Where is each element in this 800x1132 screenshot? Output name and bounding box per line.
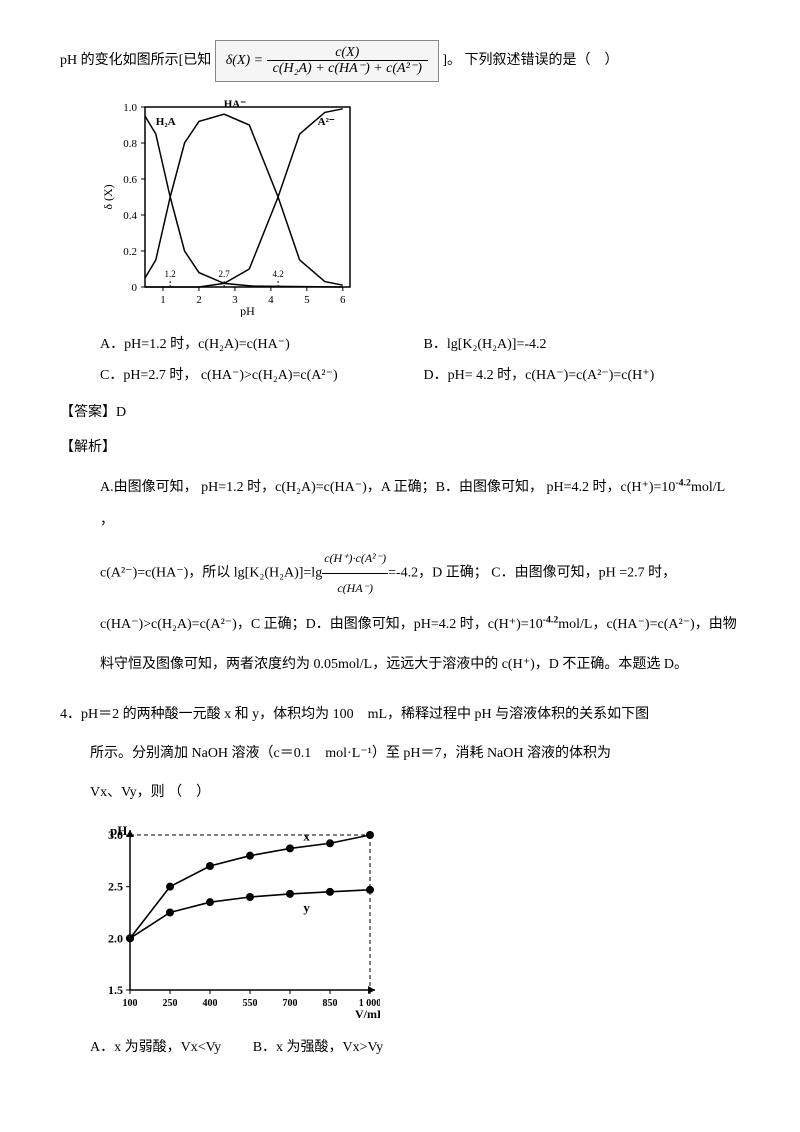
- svg-text:2.7: 2.7: [218, 269, 230, 279]
- option-b: B．lg[K₂(H₂A)]=-4.2: [424, 337, 547, 352]
- svg-text:y: y: [303, 900, 310, 915]
- svg-text:700: 700: [283, 998, 298, 1009]
- q3-chart: 0 0.2 0.4 0.6 0.8 1.0 1 2 3 4 5 6 1.2 2.7 4.2 H₂A HA⁻ A²⁻…: [100, 97, 740, 317]
- svg-text:3: 3: [232, 294, 238, 306]
- svg-text:δ (X): δ (X): [101, 184, 115, 209]
- q4-l1: pH＝2 的两种酸一元酸 x 和 y，体积均为 100 mL，稀释过程中 pH …: [81, 707, 649, 722]
- answer-label: 【答案】: [60, 405, 116, 420]
- formula-den: c(H₂A) + c(HA⁻) + c(A²⁻): [267, 61, 428, 76]
- q3-intro-after: ]。 下列叙述错误的是（ ）: [442, 53, 618, 68]
- q4-option-b: B．x 为强酸，Vx>Vy: [253, 1040, 383, 1055]
- svg-text:0.2: 0.2: [123, 246, 137, 258]
- option-d: D．pH= 4.2 时，c(HA⁻)=c(A²⁻)=c(H⁺): [424, 368, 655, 383]
- q4-block: 4．pH＝2 的两种酸一元酸 x 和 y，体积均为 100 mL，稀释过程中 p…: [60, 702, 740, 1061]
- svg-text:4: 4: [268, 294, 274, 306]
- svg-text:550: 550: [243, 998, 258, 1009]
- ana-frac-num: c(H⁺)·c(A²⁻): [322, 544, 388, 574]
- q3-stem: pH 的变化如图所示[已知 δ(X) = c(X) c(H₂A) + c(HA⁻…: [60, 40, 740, 82]
- analysis-label: 【解析】: [60, 435, 740, 460]
- svg-text:250: 250: [163, 998, 178, 1009]
- svg-text:0.4: 0.4: [123, 210, 137, 222]
- svg-text:A²⁻: A²⁻: [318, 116, 335, 128]
- svg-text:100: 100: [123, 998, 138, 1009]
- svg-text:5: 5: [304, 294, 310, 306]
- q4-number: 4．: [60, 707, 81, 722]
- ana-frac: c(H⁺)·c(A²⁻)c(HA⁻): [322, 544, 388, 603]
- dilution-chart: 1.52.02.53.01002504005507008501 000xypHV…: [90, 820, 380, 1020]
- q4-l2: 所示。分别滴加 NaOH 溶液（c＝0.1 mol·L⁻¹）至 pH＝7，消耗 …: [90, 741, 740, 766]
- q4-line1: 4．pH＝2 的两种酸一元酸 x 和 y，体积均为 100 mL，稀释过程中 p…: [60, 702, 740, 727]
- q4-options: A．x 为弱酸，Vx<Vy B．x 为强酸，Vx>Vy: [90, 1035, 740, 1060]
- svg-text:0: 0: [132, 282, 138, 294]
- ana-l1a: A.由图像可知， pH=1.2 时，c(H₂A)=c(HA⁻)，A 正确；B．由…: [100, 480, 675, 495]
- svg-text:2.5: 2.5: [108, 880, 123, 894]
- formula-lhs: δ(X) =: [226, 53, 263, 68]
- ana-l3exp: -4.2: [543, 615, 559, 626]
- svg-text:2.0: 2.0: [108, 931, 123, 945]
- ana-l2b: =-4.2，D 正确； C．由图像可知，pH =2.7 时，: [388, 565, 676, 580]
- distribution-chart: 0 0.2 0.4 0.6 0.8 1.0 1 2 3 4 5 6 1.2 2.7 4.2 H₂A HA⁻ A²⁻…: [100, 97, 360, 317]
- svg-text:1: 1: [160, 294, 166, 306]
- svg-text:2: 2: [196, 294, 202, 306]
- ana-l3a: c(HA⁻)>c(H₂A)=c(A²⁻)，C 正确；D．由图像可知，pH=4.2…: [100, 617, 543, 632]
- option-c: C．pH=2.7 时， c(HA⁻)>c(H₂A)=c(A²⁻): [100, 363, 420, 388]
- svg-text:0.8: 0.8: [123, 138, 137, 150]
- formula-frac: c(X) c(H₂A) + c(HA⁻) + c(A²⁻): [267, 45, 428, 77]
- svg-text:x: x: [303, 828, 310, 843]
- svg-text:4.2: 4.2: [272, 269, 283, 279]
- svg-text:pH: pH: [240, 304, 255, 317]
- ana-frac-den: c(HA⁻): [322, 574, 388, 603]
- q3-answer: 【答案】D: [60, 400, 740, 425]
- ana-l4: 料守恒及图像可知，两者浓度约为 0.05mol/L，远远大于溶液中的 c(H⁺)…: [100, 648, 740, 682]
- svg-text:pH: pH: [110, 823, 127, 838]
- q3-intro-before: pH 的变化如图所示[已知: [60, 53, 211, 68]
- svg-text:1.2: 1.2: [165, 269, 176, 279]
- q3-options: A．pH=1.2 时，c(H₂A)=c(HA⁻) B．lg[K₂(H₂A)]=-…: [100, 332, 740, 388]
- svg-text:V/mL: V/mL: [355, 1007, 380, 1020]
- svg-text:0.6: 0.6: [123, 174, 137, 186]
- q3-formula-box: δ(X) = c(X) c(H₂A) + c(HA⁻) + c(A²⁻): [215, 40, 439, 82]
- svg-text:H₂A: H₂A: [156, 116, 176, 128]
- q3-analysis-body: A.由图像可知， pH=1.2 时，c(H₂A)=c(HA⁻)，A 正确；B．由…: [100, 471, 740, 682]
- svg-text:850: 850: [323, 998, 338, 1009]
- svg-text:6: 6: [340, 294, 346, 306]
- q4-chart: 1.52.02.53.01002504005507008501 000xypHV…: [90, 820, 740, 1020]
- formula-num: c(X): [267, 45, 428, 61]
- option-a: A．pH=1.2 时，c(H₂A)=c(HA⁻): [100, 332, 420, 357]
- answer-value: D: [116, 405, 126, 420]
- q4-l3: Vx、Vy，则 （ ）: [90, 780, 740, 805]
- ana-l2a: c(A²⁻)=c(HA⁻)，所以 lg[K₂(H₂A)]=lg: [100, 565, 322, 580]
- svg-text:1.0: 1.0: [123, 102, 137, 114]
- svg-text:400: 400: [203, 998, 218, 1009]
- svg-text:1.5: 1.5: [108, 983, 123, 997]
- q4-option-a: A．x 为弱酸，Vx<Vy: [90, 1040, 221, 1055]
- ana-l3c: mol/L，c(HA⁻)=c(A²⁻)，由物: [558, 617, 737, 632]
- svg-text:HA⁻: HA⁻: [224, 98, 247, 110]
- ana-l1exp: -4.2: [675, 477, 691, 488]
